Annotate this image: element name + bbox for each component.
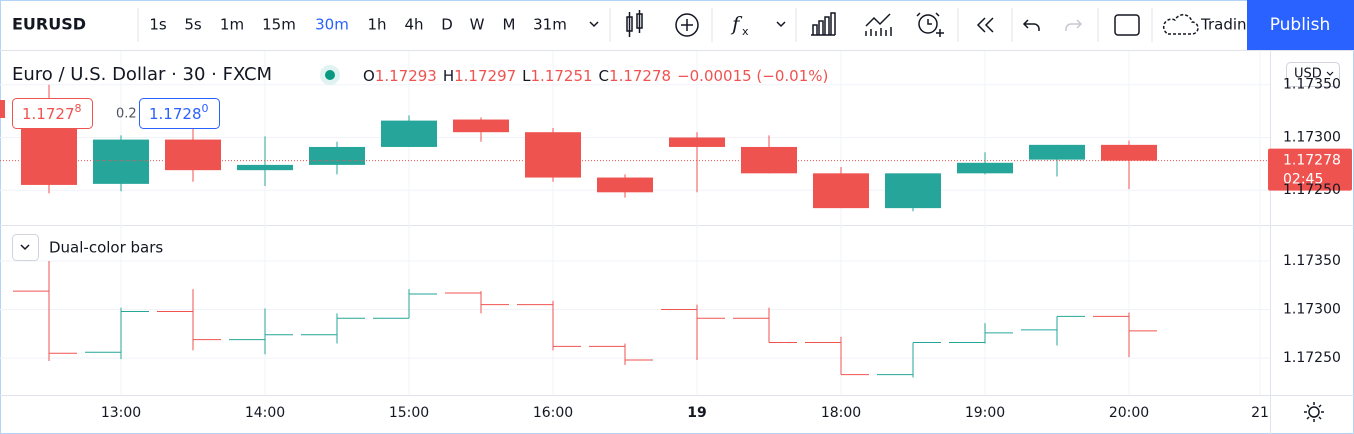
- candle-body: [885, 173, 941, 209]
- interval-dropdown[interactable]: [589, 21, 599, 28]
- ohlc-letter: C: [599, 67, 609, 85]
- symbol[interactable]: EURUSD: [12, 15, 86, 34]
- candle-body: [813, 173, 869, 209]
- replay-icon[interactable]: [976, 17, 994, 33]
- change: −0.00015 (−0.01%): [677, 67, 828, 85]
- candle-body: [669, 137, 725, 147]
- sell-price-main: 1.1727: [22, 105, 75, 123]
- ohlc-value: 1.17297: [454, 67, 516, 85]
- compare-bars-icon[interactable]: [865, 13, 892, 36]
- ohlc-values: O1.17293 H1.17297 L1.17251 C1.17278 −0.00015…: [363, 67, 828, 85]
- spread: 0.2: [116, 107, 137, 122]
- interval-button[interactable]: D: [441, 16, 453, 34]
- candle-body: [381, 120, 437, 147]
- sell-marker: [0, 100, 5, 118]
- last-price-tag: 1.17278 02:45: [1268, 148, 1352, 191]
- templates-icon[interactable]: [811, 12, 836, 36]
- ohlc-letter: O: [363, 67, 375, 85]
- buy-price-main: 1.1728: [149, 105, 202, 123]
- time-label: 19: [687, 405, 706, 421]
- candle-body: [957, 162, 1013, 174]
- market-status-dot: [325, 70, 335, 80]
- countdown: 02:45: [1283, 172, 1323, 188]
- interval-button[interactable]: 1s: [149, 16, 167, 34]
- currency[interactable]: USD: [1294, 67, 1322, 82]
- buy-button[interactable]: [139, 98, 220, 129]
- candle-body: [453, 119, 509, 133]
- compare-icon[interactable]: [675, 13, 699, 37]
- undo-icon[interactable]: [1022, 19, 1040, 31]
- interval-button[interactable]: 31m: [533, 16, 567, 34]
- cloud-icon[interactable]: [1162, 14, 1199, 35]
- candle-body: [741, 146, 797, 174]
- ohlc-value: 1.17293: [375, 67, 437, 85]
- price-tick-label: 1.17250: [1283, 350, 1341, 366]
- settings-icon[interactable]: [1304, 402, 1324, 422]
- buy-price[interactable]: 1.17280: [149, 102, 209, 123]
- ohlc-letter: L: [522, 67, 531, 85]
- ohlc-value: 1.17278: [609, 67, 671, 85]
- sell-button[interactable]: [12, 98, 93, 129]
- publish-button[interactable]: [1247, 0, 1354, 50]
- currency-dropdown[interactable]: [1286, 62, 1340, 87]
- time-label: 16:00: [533, 405, 573, 421]
- chevron: [20, 244, 30, 251]
- last-price: 1.17278: [1283, 153, 1341, 169]
- candle-body: [1101, 144, 1157, 161]
- ohlc-letter: H: [443, 67, 454, 85]
- interval-button[interactable]: 4h: [404, 16, 423, 34]
- interval-button[interactable]: 5s: [184, 16, 202, 34]
- price-tick-label: 1.17350: [1283, 77, 1341, 93]
- chevron: [1326, 71, 1334, 76]
- candle-body: [93, 139, 149, 184]
- interval-button[interactable]: M: [503, 16, 516, 34]
- price-tag-box: [1268, 148, 1352, 191]
- symbol-title: Euro / U.S. Dollar · 30 · FXCM: [12, 64, 272, 85]
- interval-button[interactable]: 30m: [315, 16, 349, 34]
- trading-label[interactable]: Tradin: [1200, 16, 1247, 34]
- candle-body: [525, 132, 581, 178]
- publish-label[interactable]: Publish: [1270, 15, 1331, 35]
- alert-icon[interactable]: [916, 12, 944, 37]
- price-tick-label: 1.17300: [1283, 302, 1341, 318]
- candle-body: [1029, 144, 1085, 160]
- time-label: 19:00: [965, 405, 1005, 421]
- interval-button[interactable]: W: [470, 16, 485, 34]
- time-label: 20:00: [1109, 405, 1149, 421]
- indicator-title: Dual-color bars: [49, 239, 163, 257]
- candle-body: [165, 139, 221, 171]
- sell-price[interactable]: 1.17278: [22, 102, 82, 123]
- layout-icon[interactable]: [1114, 14, 1140, 36]
- time-label: 18:00: [821, 405, 861, 421]
- plot: [0, 84, 1270, 378]
- price-tick-label: 1.17300: [1283, 129, 1341, 145]
- time-label: 13:00: [101, 405, 141, 421]
- price-tick-label: 1.17350: [1283, 253, 1341, 269]
- svg-text:x: x: [742, 25, 749, 38]
- interval-button[interactable]: 15m: [262, 16, 296, 34]
- time-label: 21: [1251, 405, 1269, 421]
- sell-price-pip: 8: [75, 102, 82, 115]
- interval-group: 1s 5s 1m 15m 30m 1h 4h D W M 31m: [149, 16, 567, 34]
- time-label: 14:00: [245, 405, 285, 421]
- candle-body: [237, 164, 293, 171]
- interval-button[interactable]: 1m: [220, 16, 244, 34]
- candles-icon[interactable]: [626, 10, 643, 37]
- time-label: 15:00: [389, 405, 429, 421]
- redo-icon[interactable]: [1065, 19, 1083, 31]
- buy-price-pip: 0: [202, 102, 209, 115]
- ohlc-value: 1.17251: [531, 67, 593, 85]
- price-tick-label: 1.17250: [1283, 182, 1341, 198]
- interval-button[interactable]: 1h: [367, 16, 386, 34]
- candle-body: [597, 177, 653, 193]
- candle-body: [309, 146, 365, 165]
